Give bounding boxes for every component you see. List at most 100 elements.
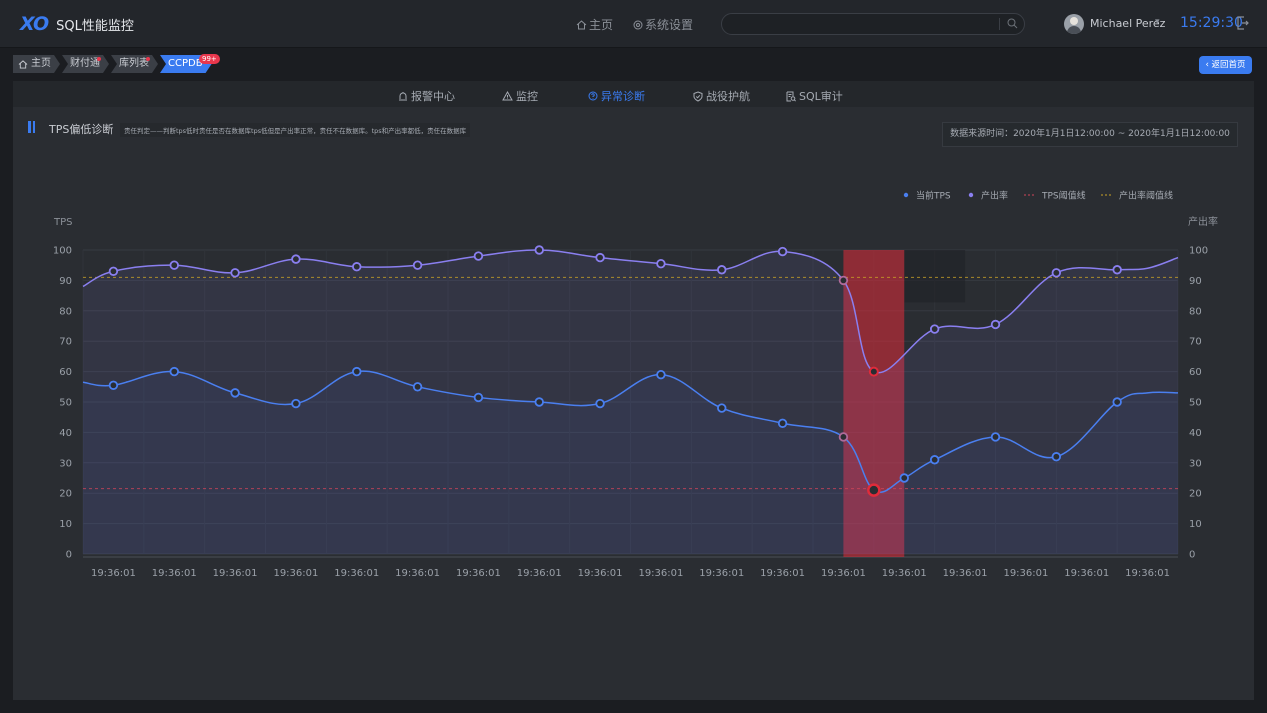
y-tick-label-right: 40 — [1189, 428, 1202, 439]
data-point — [473, 251, 484, 261]
username[interactable]: Michael Perez — [1090, 17, 1166, 30]
question-icon — [588, 91, 598, 101]
data-point — [990, 319, 1001, 330]
data-point — [230, 388, 240, 398]
x-axis-ticks: 19:36:01 19:36:01 19:36:01 19:36:01 19:36:01… — [91, 568, 1170, 579]
warning-icon — [502, 91, 513, 101]
y-tick-label-left: 100 — [53, 246, 72, 257]
x-tick-label: 19:36:01 — [1125, 568, 1170, 579]
data-point — [169, 260, 179, 270]
data-point — [656, 258, 666, 269]
data-point — [656, 369, 666, 380]
legend-swatch — [968, 192, 974, 198]
x-tick-label: 19:36:01 — [213, 568, 258, 579]
section-marker — [28, 121, 35, 133]
logo[interactable]: XO SQL性能监控 — [20, 13, 134, 35]
nav-settings[interactable]: 系统设置 — [633, 16, 693, 33]
tab-bar: 报警中心 监控 异常诊断 战役护航 SQL审计 — [13, 81, 1254, 107]
y-tick-label-right: 70 — [1189, 337, 1202, 348]
data-point — [352, 366, 362, 377]
anomaly-point — [867, 483, 881, 497]
data-point — [899, 473, 909, 483]
data-point — [595, 252, 605, 263]
x-tick-label: 19:36:01 — [273, 568, 318, 579]
y-axis-ticks: 0 0 10 10 20 20 30 30 40 40 50 50 60 60 70 70 80 80 90 90 10… — [53, 246, 1208, 561]
breadcrumb: 主页 财付通 库列表 CCPDB — [13, 55, 214, 73]
breadcrumb-item-db-list[interactable]: 库列表 — [111, 55, 158, 73]
data-point — [717, 403, 727, 413]
y-tick-label-right: 60 — [1189, 367, 1202, 378]
logout-icon[interactable] — [1237, 16, 1249, 30]
tab-label: SQL审计 — [799, 90, 843, 103]
nav-home[interactable]: 主页 — [576, 16, 613, 33]
data-point — [108, 266, 119, 276]
breadcrumb-item-home[interactable]: 主页 — [13, 55, 60, 73]
data-point — [1112, 397, 1122, 407]
section-help-text: 责任判定——判断tps低时责任是否在数据库tps低但是产出率正常，责任不在数据库… — [120, 123, 471, 137]
tab-label: 报警中心 — [411, 90, 455, 103]
back-home-button[interactable]: ‹ 返回首页 — [1199, 56, 1252, 74]
data-point — [169, 366, 179, 377]
search-input[interactable] — [732, 16, 1002, 32]
data-point — [595, 398, 605, 409]
tab-campaign-escort[interactable]: 战役护航 — [693, 88, 750, 104]
breadcrumb-item-tenpay[interactable]: 财付通 — [62, 55, 109, 73]
data-point — [230, 268, 240, 278]
breadcrumb-label: 库列表 — [119, 58, 149, 69]
tab-label: 战役护航 — [706, 90, 750, 103]
series-lines — [82, 249, 1179, 493]
y-tick-label-right: 80 — [1189, 306, 1202, 317]
data-point — [777, 418, 788, 428]
anomaly-point — [868, 366, 879, 377]
data-point — [1051, 452, 1062, 462]
threshold-lines — [83, 276, 1178, 490]
breadcrumb-label: CCPDB — [168, 58, 203, 69]
tab-monitor[interactable]: 监控 — [502, 88, 538, 104]
data-point — [1051, 268, 1062, 278]
home-icon — [18, 60, 28, 69]
anomaly-band — [843, 250, 905, 557]
y-tick-label-left: 80 — [59, 306, 72, 317]
series-markers — [108, 245, 1122, 497]
anomaly-region — [843, 250, 966, 557]
series-fill-0 — [83, 371, 1178, 554]
y-tick-label-left: 10 — [59, 519, 72, 530]
home-icon — [576, 19, 587, 29]
data-source-time: 数据来源时间：2020年1月1日12:00:00 ~ 2020年1月1日12:0… — [942, 122, 1238, 147]
count-badge: 99+ — [199, 54, 220, 64]
chevron-down-icon[interactable]: ▾ — [1155, 17, 1160, 27]
y-axis-label-left: TPS — [53, 217, 73, 228]
avatar[interactable] — [1064, 14, 1084, 34]
notification-dot — [146, 57, 150, 61]
data-point — [412, 382, 423, 392]
breadcrumb-label: 财付通 — [70, 58, 100, 69]
legend-label: 当前TPS — [916, 190, 951, 202]
search-divider — [999, 18, 1000, 30]
y-tick-label-right: 50 — [1189, 398, 1202, 409]
y-tick-label-right: 0 — [1189, 550, 1195, 561]
data-point — [291, 254, 301, 264]
legend-label: 产出率 — [981, 190, 1008, 202]
x-tick-label: 19:36:01 — [943, 568, 988, 579]
x-tick-label: 19:36:01 — [1064, 568, 1109, 579]
legend-swatch — [903, 192, 909, 198]
tab-anomaly-diagnosis[interactable]: 异常诊断 — [588, 88, 645, 104]
x-tick-label: 19:36:01 — [334, 568, 379, 579]
tab-alarm-center[interactable]: 报警中心 — [398, 88, 455, 104]
alarm-icon — [399, 92, 407, 101]
data-point — [352, 262, 362, 272]
y-tick-label-right: 30 — [1189, 458, 1202, 469]
tab-label: 异常诊断 — [601, 90, 645, 103]
legend-label: 产出率阈值线 — [1119, 190, 1173, 202]
data-point — [291, 398, 301, 409]
x-tick-label: 19:36:01 — [456, 568, 501, 579]
x-tick-label: 19:36:01 — [821, 568, 866, 579]
x-tick-label: 19:36:01 — [578, 568, 623, 579]
nav-settings-label: 系统设置 — [645, 18, 694, 32]
tab-sql-audit[interactable]: SQL审计 — [786, 88, 843, 104]
x-tick-label: 19:36:01 — [699, 568, 744, 579]
search-icon[interactable] — [1007, 18, 1018, 29]
data-point — [929, 324, 940, 334]
breadcrumb-item-ccpdb[interactable]: CCPDB — [160, 55, 212, 73]
